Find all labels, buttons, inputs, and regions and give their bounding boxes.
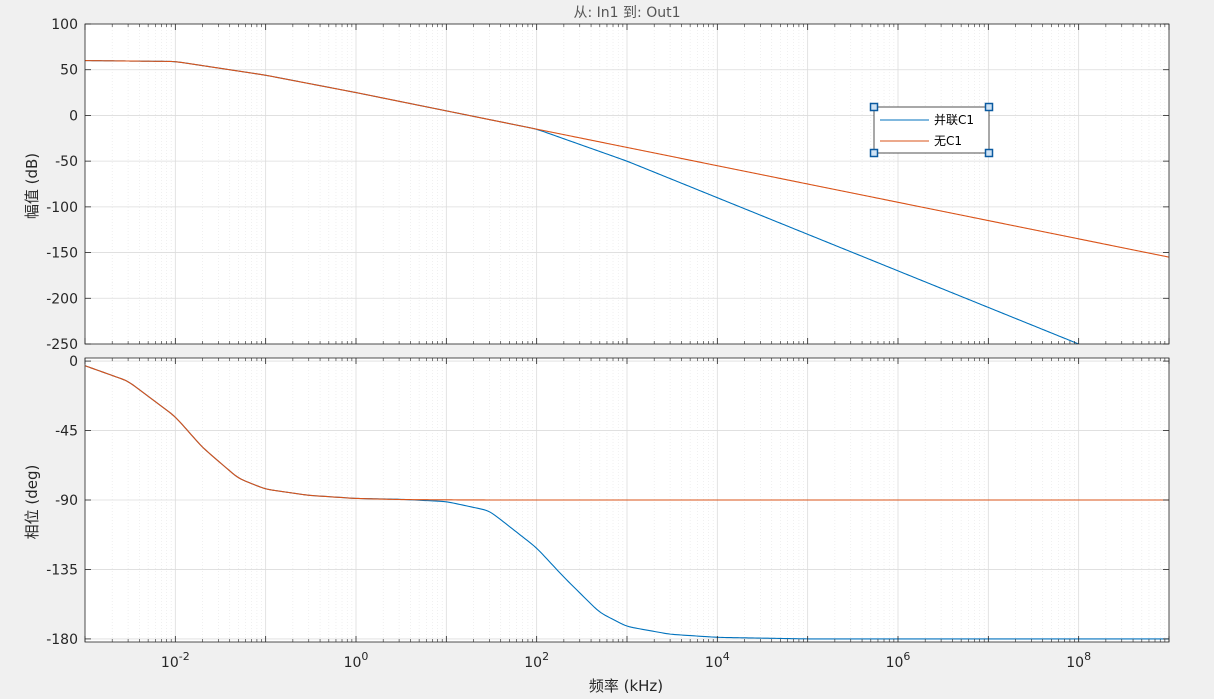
x-axis-label: 频率 (kHz) <box>589 677 663 695</box>
y-tick-label: 100 <box>51 17 78 33</box>
y-tick-label: -200 <box>46 291 78 307</box>
phase-y-tick-labels: 0 -45 -90 -135 -180 <box>46 354 78 648</box>
y-tick-label: -180 <box>46 632 78 648</box>
y-tick-label: -250 <box>46 337 78 353</box>
x-tick-label: 10-2 <box>161 650 190 671</box>
x-tick-label: 108 <box>1066 650 1091 671</box>
y-tick-label: -100 <box>46 200 78 216</box>
magnitude-ticks <box>84 23 1170 345</box>
magnitude-y-label: 幅值 (dB) <box>23 153 41 219</box>
y-tick-label: -90 <box>55 493 78 509</box>
magnitude-axes[interactable]: 100 50 0 -50 -100 -150 -200 -250 幅值 (dB) <box>23 17 1170 353</box>
x-tick-label: 100 <box>344 650 369 671</box>
phase-axes[interactable]: 0 -45 -90 -135 -180 相位 (deg) <box>23 354 1170 648</box>
legend-handle-bottom-left[interactable] <box>869 148 879 158</box>
magnitude-grid <box>84 23 1170 345</box>
legend-label-parallel-c1: 并联C1 <box>934 113 974 127</box>
phase-y-label: 相位 (deg) <box>23 465 41 540</box>
legend-handle-top-right[interactable] <box>984 102 994 112</box>
magnitude-series-no-c1 <box>85 60 1169 258</box>
legend-handle-bottom-right[interactable] <box>984 148 994 158</box>
x-tick-label: 104 <box>705 650 730 671</box>
x-tick-label: 106 <box>886 650 911 671</box>
y-tick-label: -50 <box>55 154 78 170</box>
y-tick-label: -45 <box>55 424 78 440</box>
y-tick-label: 50 <box>60 63 78 79</box>
magnitude-lines <box>85 60 1169 344</box>
magnitude-y-tick-labels: 100 50 0 -50 -100 -150 -200 -250 <box>46 17 78 353</box>
phase-ticks <box>84 358 1170 642</box>
y-tick-label: -135 <box>46 562 78 578</box>
chart-title: 从: In1 到: Out1 <box>574 5 681 21</box>
y-tick-label: 0 <box>69 354 78 370</box>
phase-series-no-c1 <box>85 365 1169 501</box>
legend[interactable]: 并联C1 无C1 <box>869 102 994 158</box>
legend-box <box>873 106 990 154</box>
legend-label-no-c1: 无C1 <box>934 134 962 148</box>
x-tick-labels: 10-2 100 102 104 106 108 <box>161 650 1091 671</box>
y-tick-label: 0 <box>69 108 78 124</box>
legend-handle-top-left[interactable] <box>869 102 879 112</box>
x-tick-label: 102 <box>524 650 549 671</box>
y-tick-label: -150 <box>46 246 78 262</box>
